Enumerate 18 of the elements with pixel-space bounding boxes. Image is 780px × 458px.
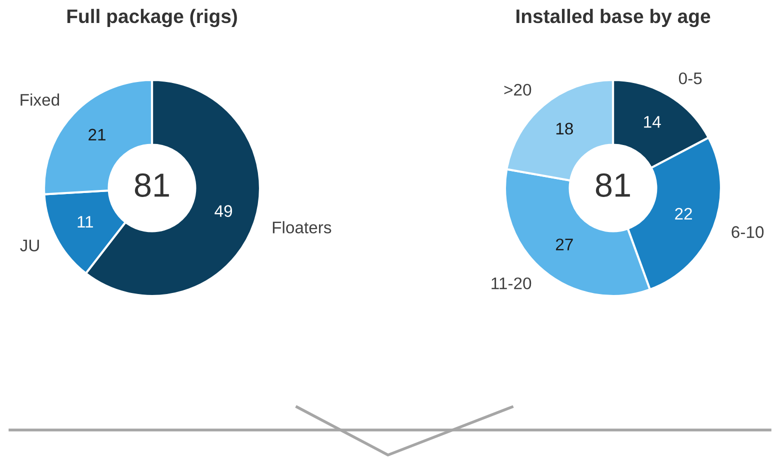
- slice-label: >20: [504, 84, 532, 96]
- slice-label: Floaters: [272, 221, 332, 234]
- data-label: 49: [214, 205, 232, 217]
- data-label: 14: [644, 116, 661, 128]
- data-label: 22: [675, 208, 692, 220]
- slice-label: 0-5: [678, 72, 702, 84]
- slice-label: JU: [20, 240, 39, 252]
- slice-label: 11-20: [492, 277, 532, 290]
- data-label: 11: [78, 216, 93, 228]
- slice-label: Fixed: [20, 94, 60, 106]
- data-label: 18: [556, 122, 573, 135]
- text: 81: [596, 173, 630, 197]
- text: 81: [134, 173, 169, 197]
- slice-label: 6-10: [732, 226, 764, 238]
- data-label: 27: [556, 238, 573, 250]
- chart-title: Full package (rigs): [67, 8, 237, 28]
- data-label: 21: [88, 128, 106, 140]
- chart-title: Installed base by age: [516, 8, 710, 28]
